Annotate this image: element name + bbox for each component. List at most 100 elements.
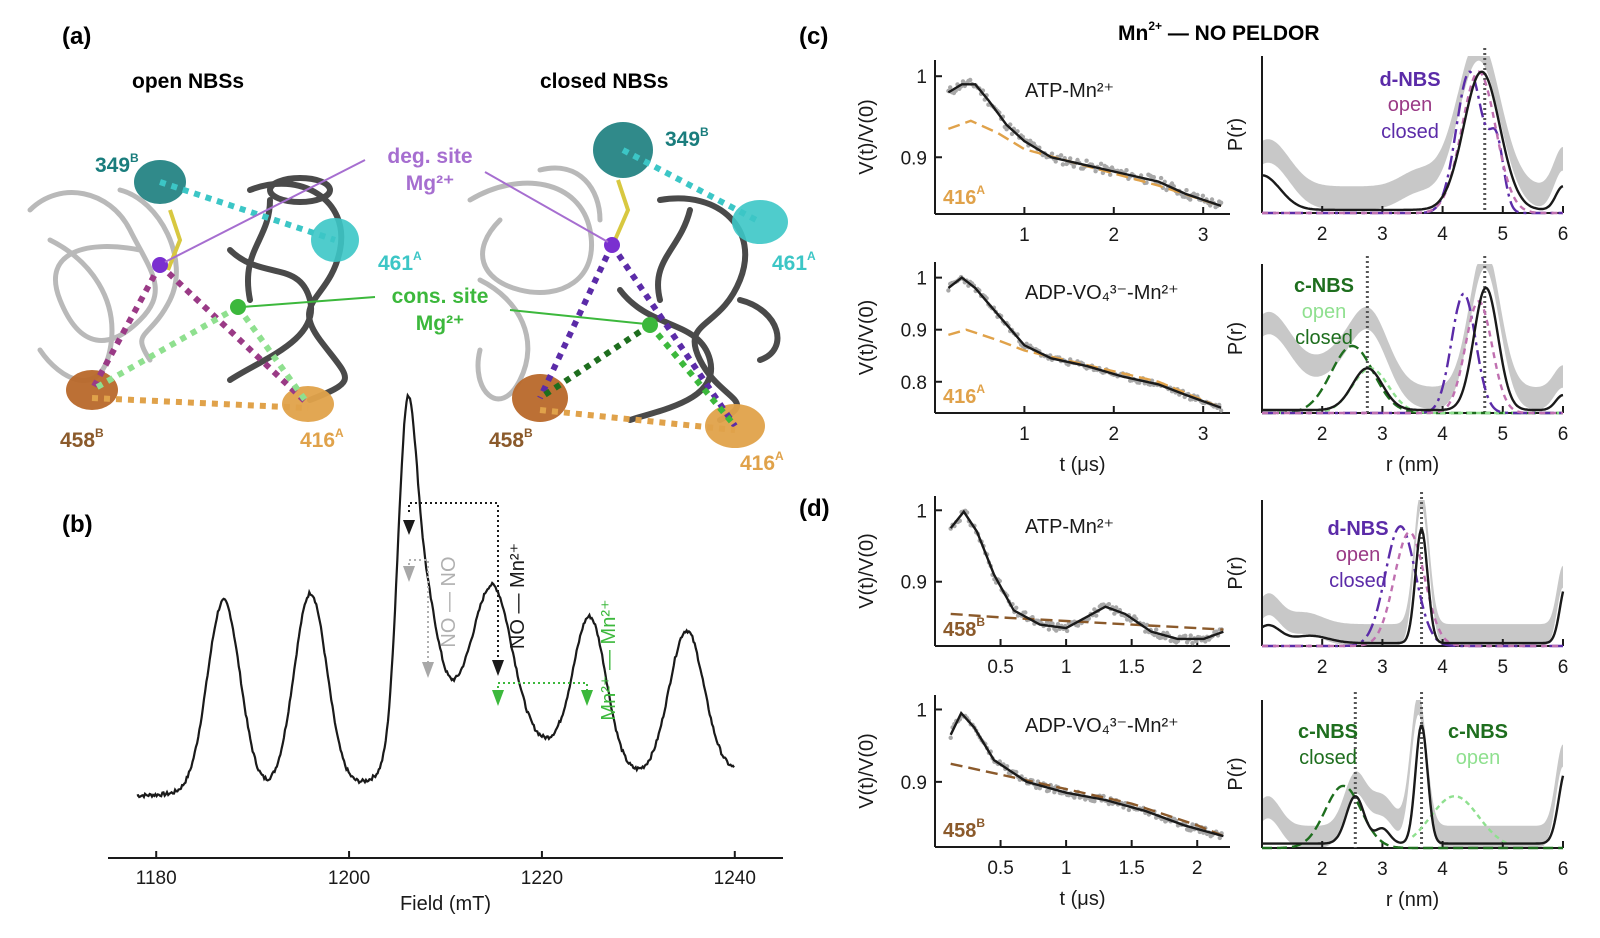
deg-site-label: deg. site (387, 145, 472, 168)
data-point (1195, 192, 1200, 198)
deg-pointer-open (164, 159, 366, 263)
xtick-label: 2 (1317, 859, 1328, 880)
arrowhead-no-no-b (422, 662, 434, 678)
arrowhead-mn-mn-b (581, 690, 593, 706)
data-point (1188, 828, 1193, 833)
chart-d2-trace: 0.9 1 0.5 1 1.5 2 V(t)/V(0) t (μs) ADP-VO₄³⁻-Mn²… (856, 695, 1230, 910)
ytick-label: 0.9 (901, 573, 927, 594)
peldor-title: Mn2+ — NO PELDOR (1118, 19, 1320, 45)
label-416a-closed-sup: A (775, 449, 784, 463)
legend-d-nbs: d-NBS (1379, 69, 1440, 91)
xtick-label: 4 (1437, 859, 1448, 880)
chart-c3-distribution: 2 3 4 5 6 P(r) d-NBS open closed (1225, 48, 1568, 245)
label-458b-open: 458B (60, 426, 104, 452)
xtick-label: 3 (1198, 424, 1209, 445)
label-461a-closed-base: 461 (772, 252, 807, 275)
label-458b-closed: 458B (489, 426, 533, 452)
ytick-label: 0.9 (901, 148, 927, 169)
label-461a-open: 461A (378, 249, 422, 275)
xtick-label: 5 (1498, 224, 1509, 245)
site-label: 416A (943, 382, 985, 408)
label-349b-closed: 349B (665, 125, 709, 151)
label-416a-open: 416A (300, 426, 344, 452)
panel-label-b: (b) (62, 511, 93, 538)
xtick-label-b: 1220 (521, 868, 563, 889)
legend-open: open (1456, 747, 1501, 769)
arrowhead-no-no-a (403, 566, 415, 582)
fit-line (947, 83, 1222, 208)
legend-c-nbs: c-NBS (1294, 275, 1354, 297)
mg-deg-closed (604, 237, 620, 253)
epr-spectrum-line (136, 392, 735, 800)
open-curve (1262, 367, 1563, 415)
xtick-label: 1 (1019, 424, 1030, 445)
data-point (1108, 172, 1113, 177)
data-point (1218, 408, 1224, 413)
data-point (1124, 617, 1130, 622)
xtick-label: 5 (1498, 657, 1509, 678)
uncertainty-band (1262, 500, 1563, 646)
label-416a-closed: 416A (740, 449, 784, 475)
site-label-base: 416 (943, 187, 976, 209)
peldor-title-rest: — NO PELDOR (1162, 22, 1320, 45)
data-point (1064, 628, 1070, 634)
fit-line (949, 710, 1224, 838)
data-point (1072, 795, 1077, 800)
cons-site-label: cons. site (392, 285, 489, 308)
label-349b-closed-sup: B (700, 125, 709, 139)
chart-c4-distribution: 2 3 4 5 6 P(r) r (nm) c-NBS open closed (1225, 256, 1568, 476)
xtick-label: 1.5 (1118, 858, 1144, 879)
data-point (1066, 362, 1071, 367)
data-point (1190, 822, 1195, 827)
annotation-mn-mn: Mn²⁺ — Mn²⁺ (598, 599, 620, 720)
mg-cons-closed (642, 317, 658, 333)
mg-cons-open (230, 299, 246, 315)
ylabel: P(r) (1225, 556, 1247, 589)
xlabel-b: Field (mT) (400, 893, 491, 915)
xtick-label: 2 (1192, 657, 1203, 678)
site-label-base: 458 (943, 820, 976, 842)
arrow-mn-mn (497, 682, 588, 690)
xlabel: t (μs) (1060, 888, 1106, 910)
arrowhead-no-mn-b (492, 660, 504, 676)
label-461a-closed-sup: A (807, 249, 816, 263)
legend-closed: closed (1295, 327, 1353, 349)
data-point (1159, 635, 1164, 640)
label-416a-open-sup: A (335, 426, 344, 440)
xtick-label: 3 (1377, 859, 1388, 880)
xtick-label-b: 1180 (136, 868, 177, 889)
xtick-label: 6 (1558, 657, 1569, 678)
legend-c-nbs-open-title: c-NBS (1448, 721, 1508, 743)
xtick-label: 2 (1317, 224, 1328, 245)
xtick-label: 0.5 (987, 858, 1013, 879)
deg-pointer-closed (484, 171, 609, 243)
chart-c2-trace: 0.8 0.9 1 1 2 3 V(t)/V(0) t (μs) ADP-VO₄³⁻-Mn²⁺ 4… (856, 262, 1230, 476)
annotation-no-mn: NO — Mn²⁺ (507, 543, 529, 649)
data-point (1093, 169, 1098, 174)
arrow-no-no (408, 559, 429, 663)
data-point (1188, 197, 1193, 202)
uncertainty-band (1262, 700, 1563, 848)
background-fit-line (950, 762, 1224, 838)
xtick-label: 2 (1108, 225, 1119, 246)
site-label: 458B (943, 816, 985, 842)
background-fit-line (950, 612, 1224, 631)
xlabel: r (nm) (1386, 889, 1439, 911)
data-point (968, 77, 973, 83)
label-461a-open-base: 461 (378, 252, 413, 275)
xtick-label: 3 (1198, 225, 1209, 246)
ytick-label: 1 (916, 269, 927, 290)
label-461a-open-sup: A (413, 249, 422, 263)
trace-label: ADP-VO₄³⁻-Mn²⁺ (1025, 715, 1179, 737)
data-point (1218, 200, 1224, 205)
chart-b-spectrum: 1180 1200 1220 1240 Field (mT) NO — NO NO — Mn… (108, 392, 783, 915)
data-point (1208, 203, 1213, 208)
legend-open: open (1388, 94, 1433, 116)
data-point (1092, 799, 1097, 804)
open-curve (1262, 531, 1563, 648)
site-label-sup: A (976, 183, 985, 197)
xtick-label: 1 (1061, 858, 1072, 879)
data-point (1106, 801, 1112, 807)
xtick-label: 6 (1558, 424, 1569, 445)
